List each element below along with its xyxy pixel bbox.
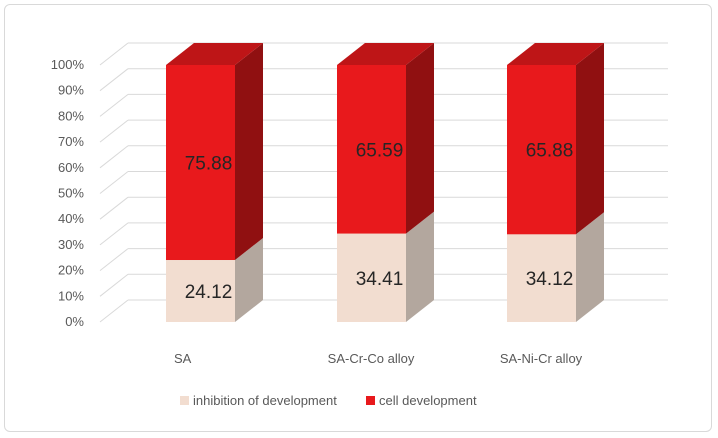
bar-side-face [576,43,604,235]
gridline-side [99,171,129,194]
x-category-label: SA [174,351,192,366]
data-label: 65.59 [356,140,404,161]
bar-top-face [507,43,604,65]
y-tick-label: 90% [58,83,84,98]
legend-label: cell development [379,393,477,408]
bar-segment [166,65,235,261]
bar-side-face [235,238,263,322]
legend-label: inhibition of development [193,393,337,408]
legend-swatch [180,396,189,405]
gridline-side [99,222,129,246]
bars [166,43,604,322]
y-tick-label: 40% [58,211,84,226]
gridline-side [99,273,129,297]
gridline-side [99,42,129,66]
data-label: 34.41 [356,269,404,290]
data-label: 34.12 [526,269,574,290]
bar-segment [507,234,576,322]
y-axis: 0% 10% 20% 30% 40% 50% 60% 70% 80% 90% 100% [51,57,85,329]
y-tick-label: 80% [58,108,84,123]
y-tick-label: 20% [58,263,84,278]
gridline-side [99,145,129,169]
bar-side-face [406,43,434,234]
bar-segment [337,233,406,322]
y-tick-label: 30% [58,237,84,252]
gridline-side [99,248,129,271]
data-labels: 24.12 75.88 34.41 65.59 34.12 65.88 [185,140,574,303]
gridline-side [99,68,129,92]
bar-segment [507,65,576,235]
y-tick-label: 100% [51,57,85,72]
bar-side-face [406,211,434,322]
x-category-label: SA-Ni-Cr alloy [500,351,583,366]
y-tick-label: 10% [58,288,84,303]
data-label: 24.12 [185,282,233,303]
y-tick-label: 0% [65,314,84,329]
data-label: 65.88 [526,141,574,162]
bar-segment [166,260,235,322]
legend-swatch [366,396,375,405]
y-tick-label: 50% [58,186,84,201]
legend: inhibition of development cell developmen… [180,393,477,408]
bar-top-face [166,43,263,65]
bar-segment [337,65,406,234]
x-category-label: SA-Cr-Co alloy [328,351,415,366]
bar-side-face [235,43,263,261]
bar-top-face [337,43,434,65]
gridline-side [99,196,129,220]
x-axis: SA SA-Cr-Co alloy SA-Ni-Cr alloy [174,351,583,366]
data-label: 75.88 [185,154,233,175]
bar-side-face [576,212,604,322]
y-tick-label: 70% [58,134,84,149]
gridline-side [99,94,129,117]
gridline-side [99,299,129,323]
y-tick-label: 60% [58,160,84,175]
gridline-side [99,119,129,143]
